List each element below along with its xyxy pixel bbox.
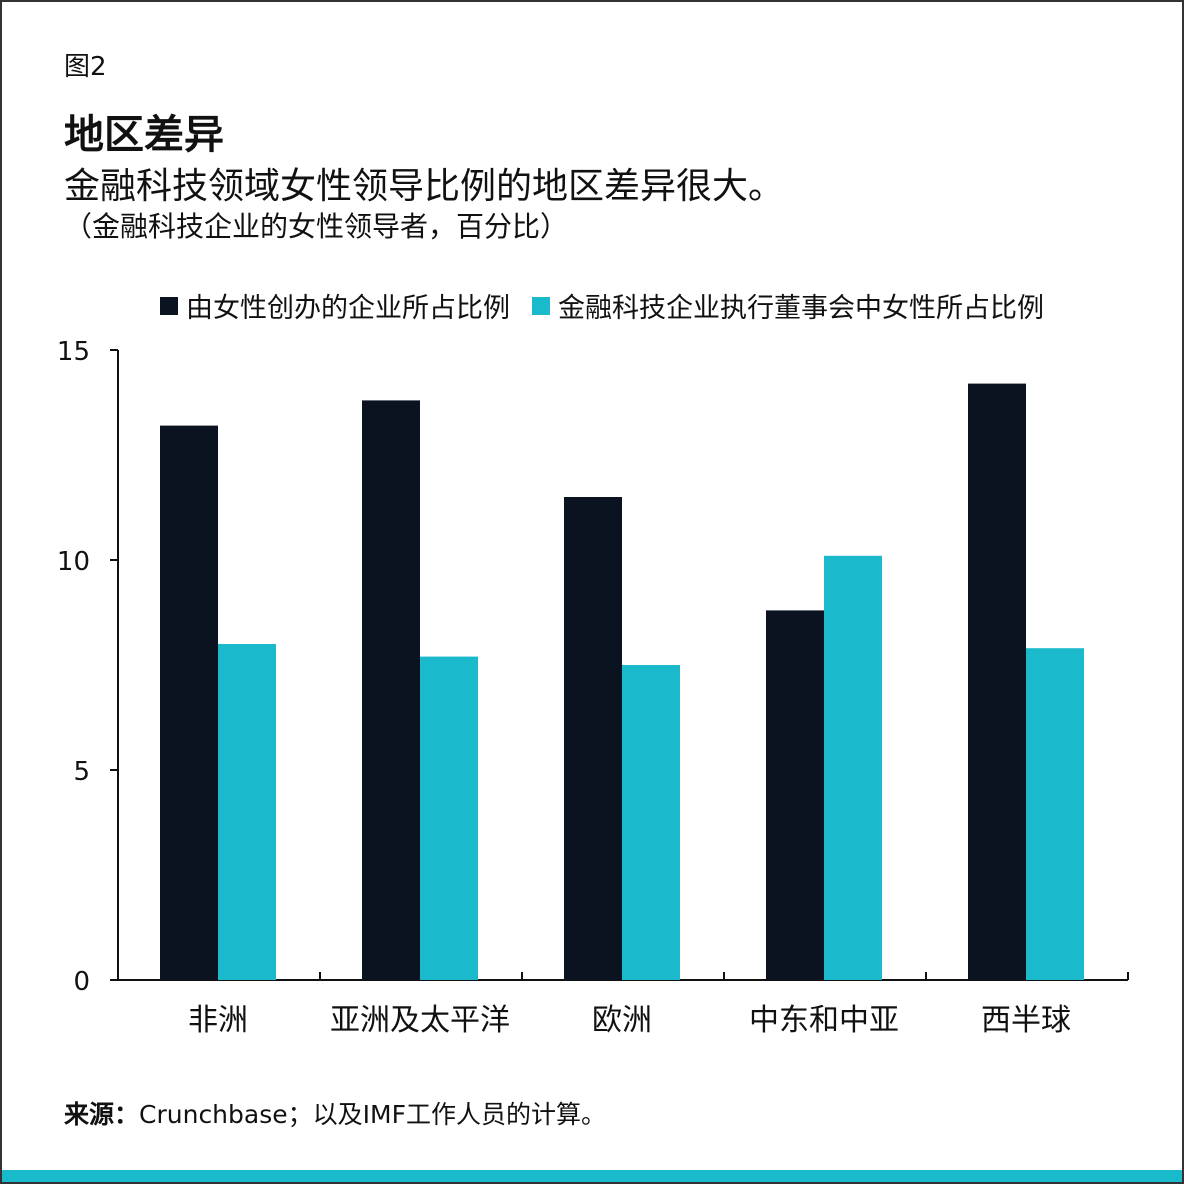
source-label: 来源： xyxy=(64,1100,140,1129)
x-category-label: 中东和中亚 xyxy=(749,1003,899,1038)
bar-founders xyxy=(564,497,622,980)
bar-board xyxy=(218,644,276,980)
legend-swatch-dark xyxy=(160,296,178,315)
y-tick-label: 5 xyxy=(73,757,90,787)
bar-founders xyxy=(968,383,1026,981)
bar-board xyxy=(824,555,882,980)
x-category-label: 非洲 xyxy=(188,1003,248,1038)
legend-item-founders: 由女性创办的企业所占比例 xyxy=(160,286,510,325)
figure-label: 图2 xyxy=(64,52,107,82)
bar-founders xyxy=(362,400,420,980)
unit-note: （金融科技企业的女性领导者，百分比） xyxy=(64,210,569,243)
bar-founders xyxy=(160,425,218,981)
y-tick-label: 0 xyxy=(73,967,90,997)
legend-swatch-teal xyxy=(532,296,550,315)
x-category-label: 西半球 xyxy=(981,1003,1071,1038)
bottom-accent-bar xyxy=(2,1170,1182,1182)
bar-founders xyxy=(766,610,824,980)
source-text: Crunchbase；以及IMF工作人员的计算。 xyxy=(139,1100,606,1129)
legend-item-board: 金融科技企业执行董事会中女性所占比例 xyxy=(532,286,1044,325)
bar-board xyxy=(622,665,680,980)
bar-board xyxy=(420,656,478,980)
chart-title: 地区差异 xyxy=(64,112,224,158)
chart-subtitle: 金融科技领域女性领导比例的地区差异很大。 xyxy=(64,166,785,207)
legend: 由女性创办的企业所占比例 金融科技企业执行董事会中女性所占比例 xyxy=(160,286,1044,325)
bar-board xyxy=(1026,648,1084,980)
legend-label: 由女性创办的企业所占比例 xyxy=(186,293,510,324)
legend-label: 金融科技企业执行董事会中女性所占比例 xyxy=(558,293,1044,324)
x-category-label: 欧洲 xyxy=(592,1003,652,1038)
x-category-label: 亚洲及太平洋 xyxy=(330,1003,510,1038)
source-note: 来源：Crunchbase；以及IMF工作人员的计算。 xyxy=(64,1095,606,1131)
y-tick-label: 15 xyxy=(57,337,90,367)
y-tick-label: 10 xyxy=(57,547,90,577)
